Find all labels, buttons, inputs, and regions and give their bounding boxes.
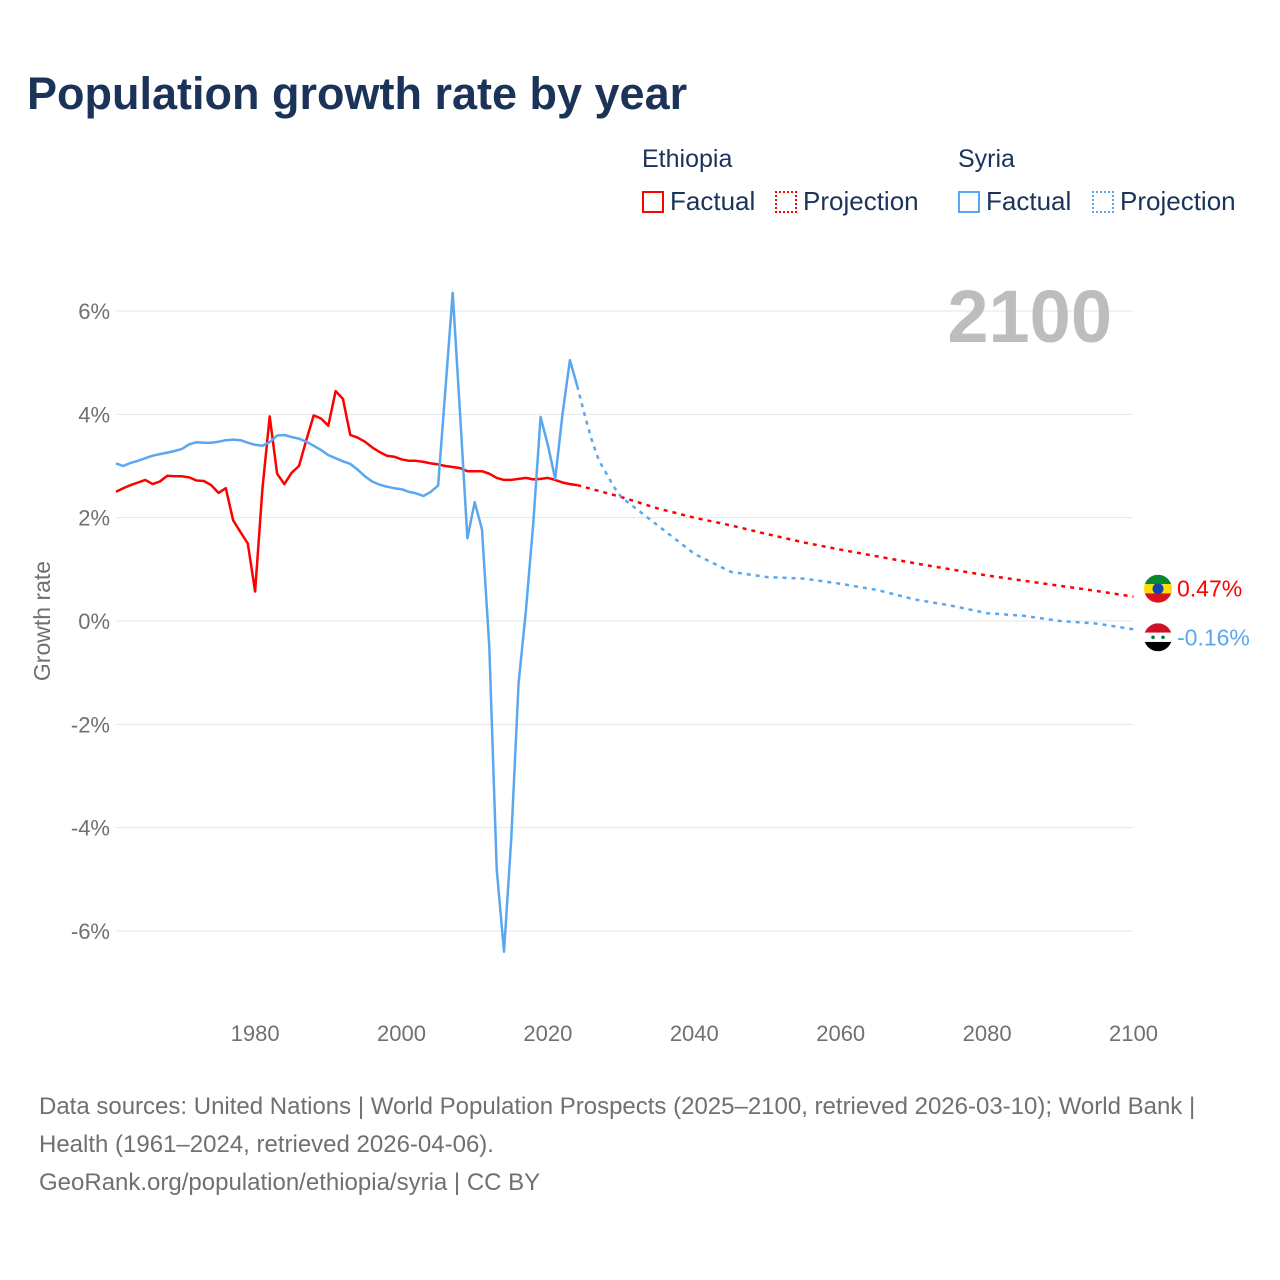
legend-group-syria: Syria bbox=[958, 145, 1015, 173]
series-line-syria-projection bbox=[575, 385, 1134, 631]
y-tick-label: 0% bbox=[78, 609, 110, 634]
legend-swatch-solid-red bbox=[642, 190, 664, 213]
legend-ethiopia-projection[interactable]: Projection bbox=[775, 186, 919, 217]
legend-label: Projection bbox=[803, 186, 919, 216]
y-tick-label: 2% bbox=[78, 506, 110, 531]
legend-swatch-dotted-blue bbox=[1092, 190, 1114, 213]
syria-flag-icon bbox=[1144, 623, 1172, 652]
data-sources: Data sources: United Nations | World Pop… bbox=[39, 1093, 1196, 1158]
y-axis-label: Growth rate bbox=[29, 561, 55, 681]
series-line-ethiopia-projection bbox=[576, 483, 1134, 598]
legend-swatch-solid-blue bbox=[958, 190, 980, 213]
y-tick-label: -6% bbox=[71, 919, 110, 944]
x-tick-label: 2000 bbox=[377, 1021, 426, 1046]
y-tick-label: -4% bbox=[71, 816, 110, 841]
x-tick-label: 1980 bbox=[231, 1021, 280, 1046]
legend-label: Projection bbox=[1120, 186, 1236, 216]
y-tick-label: 6% bbox=[78, 299, 110, 324]
series-line-syria-factual bbox=[115, 291, 579, 953]
footer: Data sources: United Nations | World Pop… bbox=[39, 1088, 1239, 1202]
x-tick-label: 2100 bbox=[1109, 1021, 1158, 1046]
end-value-label: 0.47% bbox=[1177, 576, 1242, 602]
x-tick-label: 2080 bbox=[963, 1021, 1012, 1046]
series-line-ethiopia-factual bbox=[115, 389, 578, 593]
x-tick-label: 2060 bbox=[816, 1021, 865, 1046]
legend-syria-factual[interactable]: Factual bbox=[958, 186, 1071, 217]
year-label: 2100 bbox=[947, 275, 1112, 358]
end-value-label: -0.16% bbox=[1177, 624, 1250, 650]
x-tick-label: 2020 bbox=[523, 1021, 572, 1046]
plot-area: 6% 4% 2% 0% -2% -4% -6% 1980 2000 2020 2040 2060 208… bbox=[29, 275, 1250, 1046]
legend-label: Factual bbox=[670, 186, 756, 216]
x-tick-label: 2040 bbox=[670, 1021, 719, 1046]
legend-label: Factual bbox=[986, 186, 1072, 216]
chart-title: Population growth rate by year bbox=[27, 68, 688, 119]
y-tick-label: 4% bbox=[78, 402, 110, 427]
legend-syria-projection[interactable]: Projection bbox=[1092, 186, 1236, 217]
credit-link[interactable]: GeoRank.org/population/ethiopia/syria | … bbox=[39, 1169, 541, 1196]
y-tick-label: -2% bbox=[71, 712, 110, 737]
ethiopia-flag-icon bbox=[1144, 574, 1172, 603]
legend-ethiopia-factual[interactable]: Factual bbox=[642, 186, 755, 217]
legend-group-ethiopia: Ethiopia bbox=[642, 145, 733, 173]
legend-swatch-dotted-red bbox=[775, 190, 797, 213]
